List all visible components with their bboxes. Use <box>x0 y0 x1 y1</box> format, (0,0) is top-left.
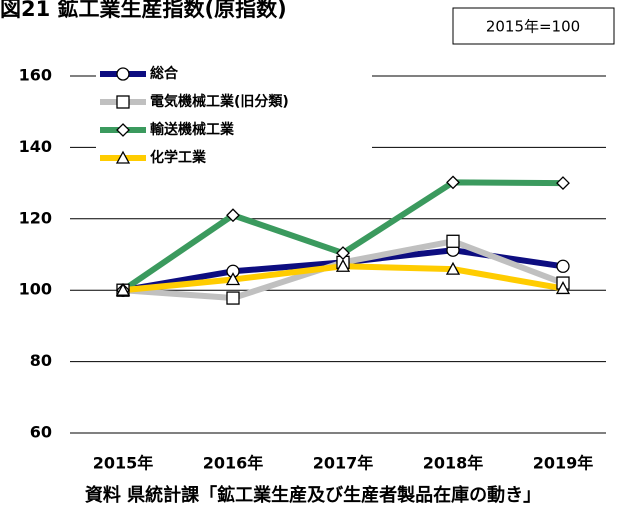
marker <box>556 259 570 273</box>
legend-label: 電気機械工業(旧分類) <box>150 93 289 110</box>
legend-marker <box>115 150 131 164</box>
legend-marker <box>116 67 130 81</box>
marker <box>556 176 570 191</box>
y-tick-label: 80 <box>30 351 52 370</box>
marker <box>445 261 461 275</box>
legend-label: 輸送機械工業 <box>150 121 235 138</box>
y-tick-label: 160 <box>19 66 52 85</box>
x-tick-label: 2015年 <box>93 454 154 473</box>
legend-box <box>96 62 372 180</box>
marker <box>555 281 571 295</box>
marker <box>446 175 460 190</box>
marker <box>226 291 240 305</box>
base-note: 2015年=100 <box>486 18 580 36</box>
x-tick-label: 2018年 <box>423 454 484 473</box>
x-tick-label: 2019年 <box>533 454 594 473</box>
x-tick-label: 2017年 <box>313 454 374 473</box>
source: 資料 県統計課「鉱工業生産及び生産者製品在庫の動き」 <box>85 484 541 506</box>
y-tick-label: 100 <box>19 280 52 299</box>
y-tick-label: 60 <box>30 423 52 442</box>
base-note-box <box>452 7 615 45</box>
legend-marker <box>116 95 130 109</box>
marker <box>226 208 240 223</box>
y-tick-label: 120 <box>19 208 52 227</box>
marker <box>115 282 131 296</box>
chart-title: 図21 鉱工業生産指数(原指数) <box>0 0 287 21</box>
marker <box>225 272 241 286</box>
marker <box>446 234 460 248</box>
y-tick-label: 140 <box>19 137 52 156</box>
marker <box>335 258 351 272</box>
legend-marker <box>116 123 130 137</box>
legend-label: 総合 <box>150 65 179 82</box>
legend-label: 化学工業 <box>150 149 207 166</box>
x-tick-label: 2016年 <box>203 454 264 473</box>
